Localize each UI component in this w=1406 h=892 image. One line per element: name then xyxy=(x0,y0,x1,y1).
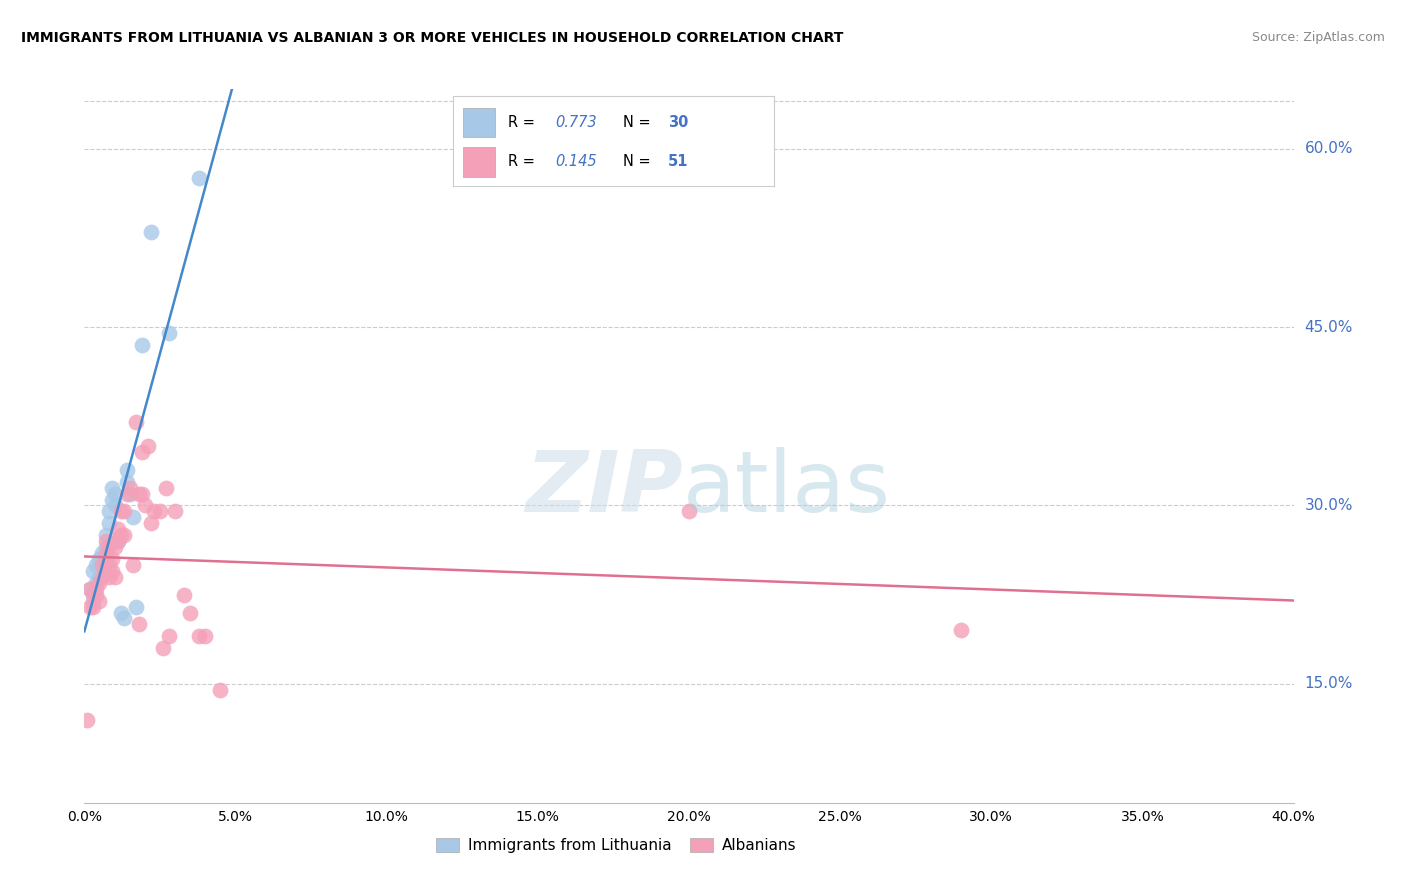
Text: 45.0%: 45.0% xyxy=(1305,319,1353,334)
Text: 30.0%: 30.0% xyxy=(1305,498,1353,513)
Point xyxy=(100,492,122,507)
Point xyxy=(173,588,195,602)
Point xyxy=(678,504,700,518)
Point xyxy=(104,570,127,584)
Point xyxy=(86,588,108,602)
Point xyxy=(163,504,186,518)
Point xyxy=(121,510,143,524)
Point xyxy=(112,611,135,625)
Text: atlas: atlas xyxy=(683,447,891,531)
Point xyxy=(128,486,150,500)
Point xyxy=(112,504,135,518)
Point xyxy=(110,504,132,518)
Point xyxy=(97,558,120,572)
Point xyxy=(209,682,232,697)
Point xyxy=(128,617,150,632)
Point xyxy=(107,534,129,549)
Point xyxy=(155,481,177,495)
Point xyxy=(110,528,132,542)
Point xyxy=(125,599,148,614)
Point xyxy=(76,713,98,727)
Point xyxy=(100,552,122,566)
Legend: Immigrants from Lithuania, Albanians: Immigrants from Lithuania, Albanians xyxy=(430,831,803,859)
Point xyxy=(86,575,108,590)
Point xyxy=(91,570,114,584)
Point xyxy=(97,516,120,531)
Point xyxy=(139,225,162,239)
Point xyxy=(112,528,135,542)
Point xyxy=(100,564,122,578)
Point xyxy=(139,516,162,531)
Point xyxy=(131,486,153,500)
Point xyxy=(134,499,156,513)
Point xyxy=(107,534,129,549)
Point xyxy=(91,558,114,572)
Text: IMMIGRANTS FROM LITHUANIA VS ALBANIAN 3 OR MORE VEHICLES IN HOUSEHOLD CORRELATIO: IMMIGRANTS FROM LITHUANIA VS ALBANIAN 3 … xyxy=(21,31,844,45)
Point xyxy=(107,522,129,536)
Point xyxy=(110,606,132,620)
Point xyxy=(118,486,141,500)
Point xyxy=(188,171,211,186)
Point xyxy=(104,499,127,513)
Point xyxy=(82,593,104,607)
Point xyxy=(179,606,201,620)
Point xyxy=(104,486,127,500)
Point xyxy=(94,552,117,566)
Point xyxy=(89,593,111,607)
Text: Source: ZipAtlas.com: Source: ZipAtlas.com xyxy=(1251,31,1385,45)
Point xyxy=(157,629,180,643)
Point xyxy=(142,504,165,518)
Point xyxy=(86,558,108,572)
Point xyxy=(136,439,159,453)
Point xyxy=(118,481,141,495)
Text: 60.0%: 60.0% xyxy=(1305,141,1353,156)
Point xyxy=(194,629,217,643)
Point xyxy=(188,629,211,643)
Point xyxy=(94,540,117,554)
Text: ZIP: ZIP xyxy=(526,447,683,531)
Point xyxy=(131,338,153,352)
Point xyxy=(97,570,120,584)
Point xyxy=(94,546,117,560)
Point xyxy=(91,558,114,572)
Point xyxy=(115,463,138,477)
Point xyxy=(104,540,127,554)
Point xyxy=(97,540,120,554)
Point xyxy=(91,546,114,560)
Point xyxy=(115,475,138,489)
Point xyxy=(152,641,174,656)
Point xyxy=(82,564,104,578)
Point xyxy=(79,582,101,596)
Point xyxy=(89,552,111,566)
Point xyxy=(94,558,117,572)
Point xyxy=(157,326,180,340)
Point xyxy=(82,599,104,614)
Point xyxy=(97,504,120,518)
Point xyxy=(950,624,973,638)
Point xyxy=(125,415,148,429)
Text: 15.0%: 15.0% xyxy=(1305,676,1353,691)
Point xyxy=(131,445,153,459)
Point xyxy=(89,570,111,584)
Point xyxy=(94,528,117,542)
Point xyxy=(121,558,143,572)
Point xyxy=(82,588,104,602)
Point xyxy=(94,534,117,549)
Point xyxy=(100,481,122,495)
Point xyxy=(89,575,111,590)
Point xyxy=(79,599,101,614)
Point xyxy=(149,504,172,518)
Point xyxy=(86,582,108,596)
Point xyxy=(79,582,101,596)
Point xyxy=(115,486,138,500)
